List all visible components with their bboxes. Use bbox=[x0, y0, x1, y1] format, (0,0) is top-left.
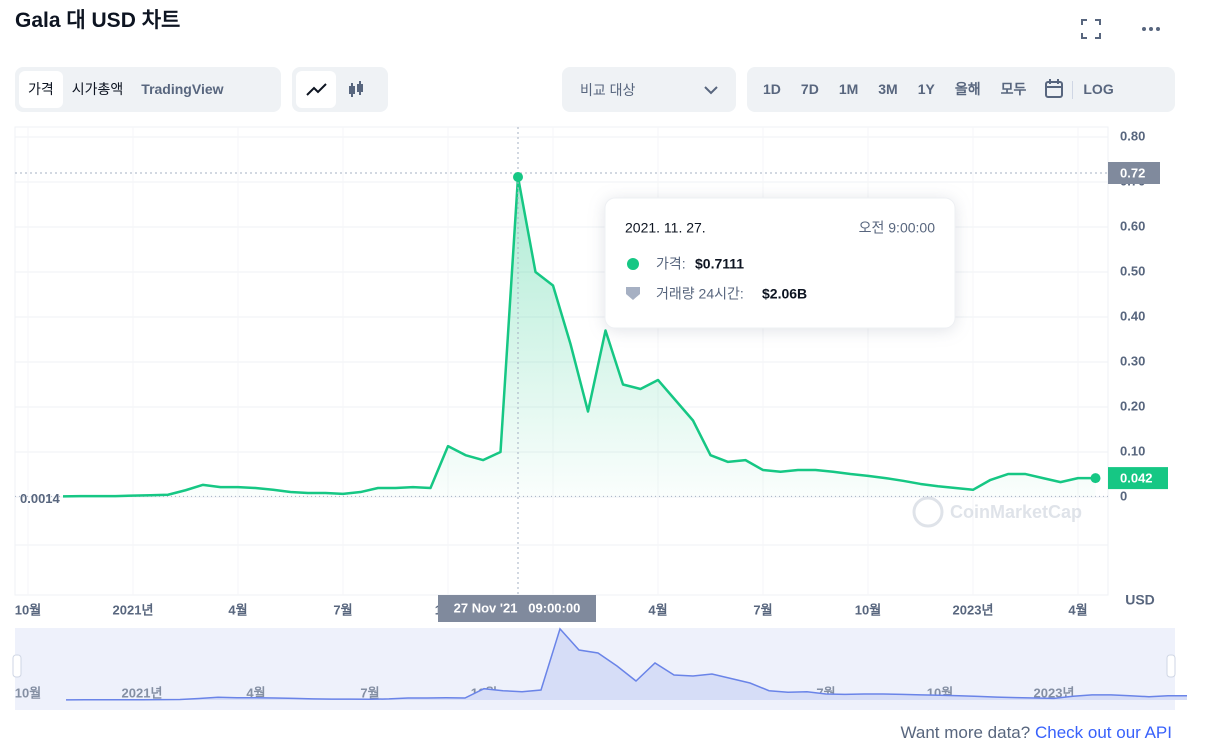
watermark-text: CoinMarketCap bbox=[950, 502, 1082, 522]
hover-dot bbox=[513, 172, 523, 183]
navigator-area bbox=[66, 628, 1187, 700]
tooltip-label: 가격: bbox=[656, 256, 686, 272]
footer: Want more data? Check out our API bbox=[900, 723, 1172, 743]
range-button[interactable]: 3M bbox=[878, 81, 898, 97]
y-tick-label: 0.30 bbox=[1120, 353, 1145, 368]
x-tick-label: 10월 bbox=[15, 602, 41, 617]
navigator-handle[interactable] bbox=[12, 654, 22, 678]
chevron bbox=[704, 85, 718, 94]
range-button[interactable]: 1M bbox=[838, 81, 859, 97]
navigator-handle[interactable] bbox=[1166, 654, 1176, 678]
range-button[interactable]: 1D bbox=[763, 81, 781, 97]
start-label: 0.0014 bbox=[20, 491, 61, 506]
x-tick-label: 4월 bbox=[228, 602, 247, 617]
y-tick-label: 0.10 bbox=[1120, 443, 1145, 458]
tab-group: 가격 시가총액 TradingView bbox=[15, 67, 281, 112]
calendar-button[interactable] bbox=[1036, 71, 1072, 108]
tooltip-icon bbox=[626, 287, 640, 300]
navigator-label: 10월 bbox=[15, 685, 41, 700]
tooltip-date: 2021. 11. 27. bbox=[625, 220, 706, 236]
divider bbox=[1072, 80, 1074, 99]
price-area bbox=[63, 177, 1096, 497]
crosshair-time-box bbox=[438, 595, 596, 622]
price-line bbox=[62, 175, 1096, 498]
x-tick-label: 2023년 bbox=[953, 602, 994, 617]
range-button[interactable]: 올해 bbox=[954, 81, 981, 97]
compare-label: 비교 대상 bbox=[580, 81, 636, 98]
x-tick-label: 7월 bbox=[333, 602, 352, 617]
compare-dropdown[interactable]: 비교 대상 bbox=[562, 67, 736, 112]
line-chart-button[interactable] bbox=[296, 71, 336, 108]
candle-icon bbox=[349, 81, 363, 97]
y-tick-label: 0.40 bbox=[1120, 308, 1145, 323]
more-button[interactable] bbox=[1140, 18, 1162, 40]
tooltip-value: $2.06B bbox=[762, 286, 807, 302]
x-tick-label: 10월 bbox=[855, 602, 881, 617]
footer-text: Want more data? bbox=[900, 723, 1031, 742]
y-tick-label: 0 bbox=[1120, 488, 1127, 503]
plot-layer: 00.100.200.300.400.500.600.700.8010월10월2… bbox=[15, 127, 1187, 701]
crosshair-time: 27 Nov '21 09:00:00 bbox=[454, 600, 581, 615]
last-value-box bbox=[1108, 467, 1168, 490]
navigator-line bbox=[65, 627, 1187, 701]
line-icon bbox=[306, 83, 327, 96]
tooltip-box bbox=[604, 197, 956, 329]
tab[interactable]: TradingView bbox=[141, 81, 224, 97]
range-button[interactable]: 모두 bbox=[1000, 81, 1027, 97]
x-tick-label: 4월 bbox=[648, 602, 667, 617]
range-button[interactable]: 1Y bbox=[917, 81, 935, 97]
x-tick-label: 7월 bbox=[753, 602, 772, 617]
tooltip-time: 오전 9:00:00 bbox=[859, 220, 936, 236]
tab[interactable]: 시가총액 bbox=[71, 81, 124, 97]
chart-kind-group bbox=[292, 67, 388, 112]
y-tick-label: 0.50 bbox=[1120, 263, 1145, 278]
fullscreen-button[interactable] bbox=[1080, 18, 1102, 40]
tooltip-value: $0.7111 bbox=[695, 256, 744, 272]
range-group: 1D 7D 1M 3M 1Y 올해 모두 LOG bbox=[747, 67, 1175, 112]
x-tick-label: 2021년 bbox=[113, 602, 154, 617]
tooltip-label: 거래량 24시간: bbox=[656, 286, 744, 302]
navigator-label: 7월 bbox=[360, 685, 379, 700]
crosshair-value-box bbox=[1108, 162, 1160, 184]
x-tick-label: 4월 bbox=[1068, 602, 1087, 617]
chart-title: Gala 대 USD 차트 bbox=[15, 9, 181, 32]
range-button[interactable]: 7D bbox=[800, 81, 819, 97]
navigator-label: 4월 bbox=[246, 685, 265, 700]
last-dot bbox=[1090, 473, 1101, 484]
tooltip-dot bbox=[627, 258, 639, 270]
tab[interactable]: 가격 bbox=[19, 71, 63, 108]
crosshair-value: 0.72 bbox=[1120, 165, 1145, 180]
log-button[interactable]: LOG bbox=[1083, 81, 1114, 97]
last-value: 0.042 bbox=[1120, 471, 1153, 486]
navigator-label: 2021년 bbox=[122, 685, 163, 700]
watermark: CoinMarketCap bbox=[912, 496, 1082, 528]
candle-chart-button[interactable] bbox=[336, 71, 376, 108]
y-tick-label: 0.60 bbox=[1120, 218, 1145, 233]
calendar-icon bbox=[1045, 79, 1064, 98]
y-unit: USD bbox=[1125, 592, 1155, 608]
tooltip: 2021. 11. 27. 오전 9:00:00 가격: $0.7111 거래량… bbox=[604, 197, 956, 329]
y-tick-label: 0.20 bbox=[1120, 398, 1145, 413]
api-link[interactable]: Check out our API bbox=[1034, 723, 1172, 742]
y-tick-label: 0.80 bbox=[1120, 128, 1145, 143]
